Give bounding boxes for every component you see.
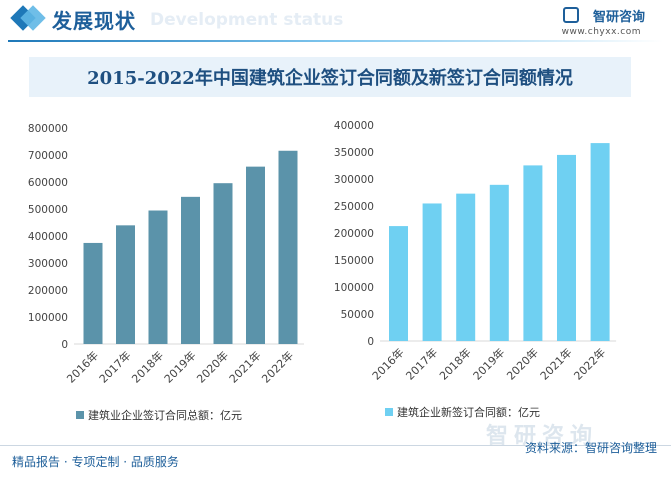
x-tick-label: 2017年 (403, 345, 440, 382)
bar (148, 210, 168, 344)
x-tick-label: 2018年 (129, 348, 166, 385)
brand-name: 智研咨询 (592, 10, 645, 25)
y-tick-label: 700000 (28, 150, 68, 162)
bar (557, 154, 576, 341)
bar (278, 150, 298, 344)
bar (590, 143, 610, 341)
y-tick-label: 150000 (334, 255, 374, 267)
y-tick-label: 300000 (28, 258, 68, 270)
section-title: 发展现状 (52, 9, 136, 33)
x-tick-label: 2020年 (194, 348, 231, 385)
x-tick-label: 2018年 (436, 345, 473, 382)
bar (389, 226, 408, 341)
x-tick-label: 2020年 (504, 345, 541, 382)
y-tick-label: 200000 (334, 228, 374, 240)
header-bar: Development status 发展现状 智研咨询 www.chyxx.c… (0, 0, 671, 40)
x-tick-label: 2021年 (537, 345, 574, 382)
y-tick-label: 250000 (334, 201, 374, 213)
x-tick-label: 2017年 (96, 348, 133, 385)
y-tick-label: 400000 (334, 120, 374, 132)
x-tick-label: 2016年 (64, 348, 101, 385)
x-tick-label: 2021年 (226, 348, 263, 385)
bar (489, 184, 509, 341)
legend-swatch (385, 408, 393, 416)
bar (213, 183, 233, 344)
x-tick-label: 2019年 (470, 345, 507, 382)
footer-slogan: 精品报告 · 专项定制 · 品质服务 (12, 455, 179, 469)
y-tick-label: 0 (367, 336, 374, 348)
chart-title: 2015-2022年中国建筑企业签订合同额及新签订合同额情况 (87, 68, 573, 89)
y-tick-label: 500000 (28, 204, 68, 216)
x-tick-label: 2019年 (161, 348, 198, 385)
x-tick-label: 2022年 (259, 348, 296, 385)
y-tick-label: 800000 (28, 123, 68, 135)
header-watermark: Development status (150, 10, 344, 30)
y-tick-label: 100000 (28, 312, 68, 324)
footer-watermark: 智研咨询 (486, 424, 599, 449)
legend-label: 建筑业企业签订合同总额：亿元 (88, 408, 242, 422)
y-tick-label: 300000 (334, 174, 374, 186)
y-tick-label: 0 (61, 339, 68, 351)
legend-swatch (76, 411, 84, 419)
bar (181, 196, 200, 344)
y-tick-label: 50000 (341, 309, 374, 321)
y-tick-label: 400000 (28, 231, 68, 243)
charts-canvas: 0100000200000300000400000500000600000700… (28, 120, 617, 422)
legend-label: 建筑企业新签订合同额：亿元 (397, 405, 540, 419)
footer-divider (0, 445, 671, 446)
bar (523, 165, 543, 341)
brand-url: www.chyxx.com (561, 27, 641, 37)
bar (456, 193, 476, 341)
header-divider (8, 40, 663, 42)
bar (422, 203, 442, 341)
y-tick-label: 200000 (28, 285, 68, 297)
x-tick-label: 2022年 (571, 345, 608, 382)
chart-title-box: 2015-2022年中国建筑企业签订合同额及新签订合同额情况 (29, 57, 631, 97)
y-tick-label: 350000 (334, 147, 374, 159)
bar (246, 166, 265, 344)
bar (83, 242, 103, 344)
data-source: 资料来源：智研咨询整理 (524, 441, 657, 455)
y-tick-label: 600000 (28, 177, 68, 189)
bar (116, 225, 135, 344)
brand-logo-icon (563, 7, 579, 23)
x-tick-label: 2016年 (369, 345, 406, 382)
y-tick-label: 100000 (334, 282, 374, 294)
